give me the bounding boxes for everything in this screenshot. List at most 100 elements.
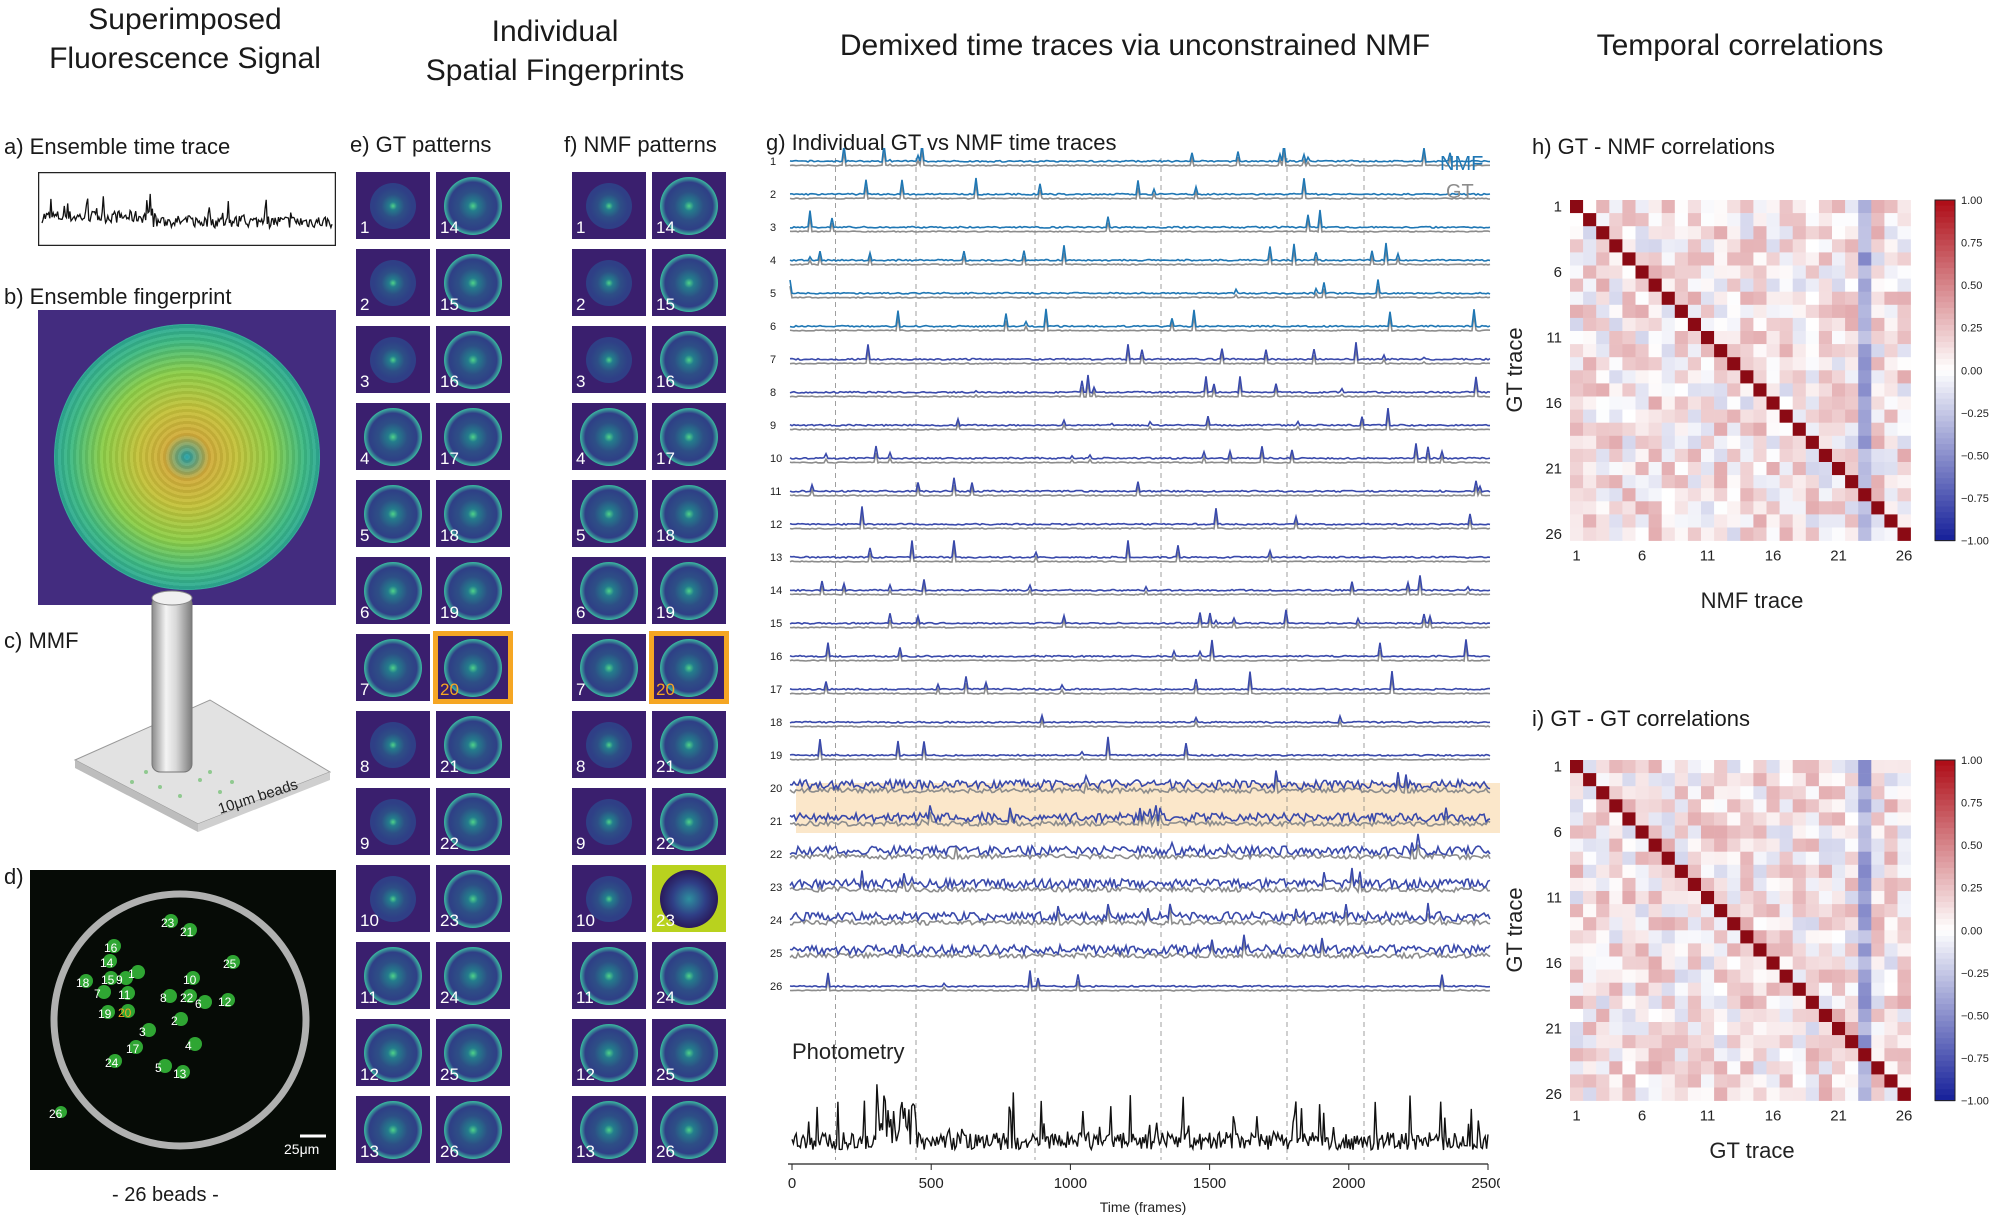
heatmap-cell [1687,760,1702,774]
heatmap-cell [1701,527,1715,541]
heatmap-cell [1687,982,1702,997]
heatmap-cell [1805,891,1820,905]
heatmap-cell [1858,786,1872,800]
nmf-pattern-tile: 9 [572,788,646,855]
heatmap-cell [1805,514,1820,528]
heatmap-cell [1727,475,1741,489]
heatmap-cell [1753,956,1767,970]
heatmap-cell [1897,1074,1911,1088]
heatmap-cell [1779,370,1793,384]
heatmap-cell [1648,982,1662,997]
heatmap-cell [1609,956,1623,970]
heatmap-cell [1832,917,1846,931]
heatmap-cell [1858,239,1872,253]
heatmap-cell [1845,317,1859,332]
heatmap-cell [1766,226,1780,240]
heatmap-cell [1701,331,1715,345]
colorbar-segment [1935,930,1955,937]
heatmap-cell [1779,357,1793,371]
heatmap-cell [1674,904,1689,918]
heatmap-cell [1779,213,1793,227]
heatmap-cell [1727,904,1741,918]
heatmap-cell [1687,278,1702,292]
heatmap-cell [1583,278,1597,292]
heatmap-cell [1622,344,1636,358]
heatmap-cell [1818,213,1833,227]
heatmap-cell [1884,917,1898,931]
heatmap-cell [1871,799,1885,813]
heatmap-cell [1609,1061,1623,1075]
pattern-number: 25 [440,1065,459,1084]
heatmap-cell [1753,969,1767,983]
heatmap-cell [1871,1061,1885,1075]
heatmap-cell [1609,851,1623,866]
heatmap-cell [1897,435,1911,450]
heatmap-cell [1792,930,1807,944]
nmf-pattern-image [586,721,632,768]
heatmap-cell [1687,370,1702,384]
heatmap-cell [1818,825,1833,839]
heatmap-cell [1714,265,1728,279]
heatmap-cell [1635,278,1649,292]
heatmap-cell [1648,969,1662,983]
panel-d-label: d) [4,864,24,889]
bead-label: 12 [218,995,232,1009]
nmf-trace-line [789,575,1491,593]
heatmap-cell [1648,825,1662,839]
heatmap-cell [1858,864,1872,879]
colorbar-segment [1935,330,1955,337]
heatmap-cell [1766,252,1780,266]
heatmap-cell [1753,930,1767,944]
heatmap-cell [1609,760,1623,774]
trace-index-label: 13 [770,552,782,564]
heatmap-cell [1583,488,1597,502]
heatmap-cell [1818,760,1833,774]
nmf-trace-line [789,148,1491,165]
heatmap-cell [1714,904,1728,918]
heatmap-cell [1570,501,1584,515]
heatmap-cell [1596,383,1610,397]
heatmap-cell [1714,864,1728,879]
heatmap-cell [1661,825,1676,839]
heatmap-cell [1858,943,1872,957]
heatmap-cell [1792,213,1807,227]
nmf-trace-line [789,833,1491,858]
heatmap-cell [1753,527,1767,541]
bead-label: 21 [180,925,194,939]
heatmap-cell [1596,969,1610,983]
heatmap-cell [1792,501,1807,515]
heatmap-cell [1753,773,1767,787]
heatmap-cell [1596,891,1610,905]
colorbar-segment [1935,483,1955,491]
x-tick-label: 1500 [1193,1175,1226,1192]
heatmap-cell [1832,838,1846,852]
colorbar-tick-label: −0.25 [1961,968,1989,980]
heatmap-cell [1727,226,1741,240]
bead-spot [55,1106,67,1118]
colorbar-segment [1935,251,1955,258]
pattern-number: 10 [576,911,595,930]
gt-pattern-image [364,638,422,697]
heatmap-cell [1609,930,1623,944]
heatmap-cell [1897,304,1911,319]
heatmap-cell [1871,877,1885,892]
heatmap-cell [1845,1008,1859,1023]
gt-pattern-image [444,715,502,774]
bead-label: 5 [155,1061,162,1075]
heatmap-cell [1818,1008,1833,1023]
heatmap-cell [1609,799,1623,813]
heatmap-cell [1687,891,1702,905]
heatmap-cell [1687,1061,1702,1075]
heatmap-cell [1871,786,1885,800]
heatmap-cell [1779,943,1793,957]
pattern-number: 15 [440,295,459,314]
heatmap-cell [1622,982,1636,997]
trace-index-label: 14 [770,585,782,597]
heatmap-cell [1858,930,1872,944]
heatmap-cell [1897,514,1911,528]
heatmap-cell [1701,1022,1715,1036]
colorbar-segment [1935,1077,1955,1085]
heatmap-cell [1635,344,1649,358]
heatmap-cell [1766,1087,1780,1101]
heatmap-cell [1661,904,1676,918]
